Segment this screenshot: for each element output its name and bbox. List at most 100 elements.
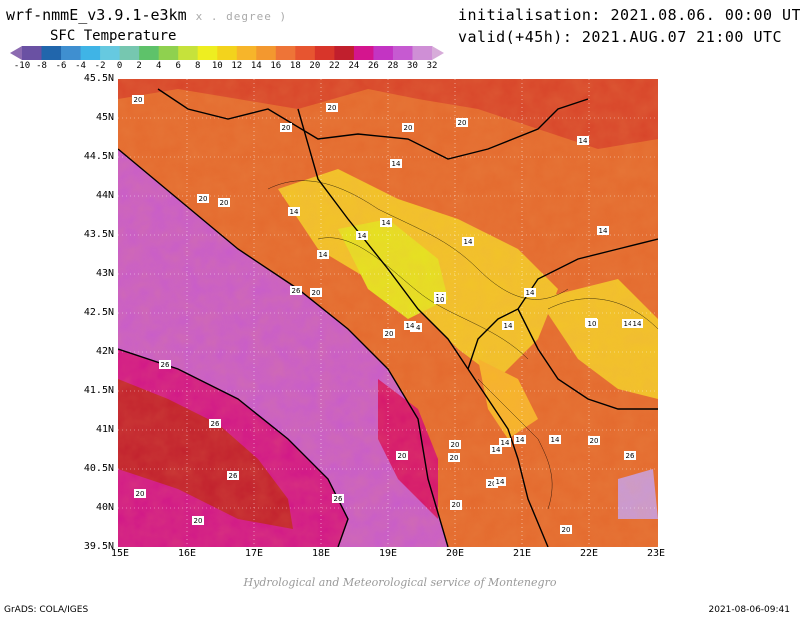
contour-label: 14 <box>492 446 501 454</box>
contour-label-bg <box>132 95 144 104</box>
contour-label: 14 <box>633 320 642 328</box>
colorbar-swatch <box>373 46 394 60</box>
lat-tick-label: 45N <box>95 112 114 123</box>
contour-label: 14 <box>496 478 505 486</box>
colorbar-tick: 22 <box>328 61 340 71</box>
contour-label: 14 <box>412 324 421 332</box>
grads-label: GrADS: COLA/IGES <box>4 605 89 615</box>
colorbar-swatch <box>10 46 22 60</box>
colorbar-swatch <box>197 46 218 60</box>
contour-label: 14 <box>551 436 560 444</box>
colorbar-swatch <box>139 46 160 60</box>
contour-label-bg <box>631 319 643 328</box>
contour-label: 26 <box>626 452 635 460</box>
contour-label: 26 <box>161 361 170 369</box>
lat-tick-label: 45.5N <box>83 73 114 84</box>
contour-label: 20 <box>312 289 321 297</box>
contour-label-bg <box>586 319 598 328</box>
lon-tick-label: 15E <box>110 548 130 559</box>
contour-label-bg <box>560 525 572 534</box>
contour-label-bg <box>597 226 609 235</box>
contour-label-bg <box>390 159 402 168</box>
colorbar-swatch <box>61 46 82 60</box>
contour-label-bg <box>456 118 468 127</box>
contour-label-bg <box>490 445 502 454</box>
contour-labels: 2020202020141420201414141414141414142026… <box>132 95 643 534</box>
colorbar-swatch <box>412 46 433 60</box>
credit: Hydrological and Meteorological service … <box>243 576 557 589</box>
colorbar <box>10 46 444 60</box>
colorbar-tick: -10 <box>13 61 31 71</box>
contour-label: 20 <box>385 330 394 338</box>
lat-tick-label: 43.5N <box>83 229 114 240</box>
contour-label: 20 <box>136 490 145 498</box>
contour-14c <box>547 298 658 330</box>
colorbar-tick: 26 <box>368 61 379 71</box>
contour-label-bg <box>326 103 338 112</box>
colorbar-tick: 12 <box>231 61 243 71</box>
init-time: initialisation: 2021.08.06. 00:00 UTC <box>458 6 800 24</box>
contour-label-bg <box>450 500 462 509</box>
colorbar-tick: 32 <box>426 61 438 71</box>
colorbar-tick: 28 <box>387 61 399 71</box>
colorbar-tick: 4 <box>155 61 162 71</box>
colorbar-swatch <box>432 46 444 60</box>
contour-label: 14 <box>504 322 513 330</box>
colorbar-swatch <box>41 46 62 60</box>
contour-label-bg <box>332 494 344 503</box>
colorbar-ticks: -10 -8 -6 -4 -2 0 2 4 6 8 10 12 14 16 18 20 22 24 26 28 30 32 <box>10 61 444 73</box>
colorbar-swatch <box>158 46 179 60</box>
colorbar-swatch <box>100 46 121 60</box>
contour-label-bg <box>288 207 300 216</box>
contour-14b <box>317 237 529 360</box>
unit-label: x . degree ) <box>195 10 288 23</box>
contour-label: 10 <box>436 296 445 304</box>
model-name: wrf-nmmE_v3.9.1-e3km <box>6 6 187 24</box>
colorbar-tick: -4 <box>75 61 86 71</box>
contour-label-bg <box>549 435 561 444</box>
coast-west <box>118 348 349 547</box>
colorbar-swatch <box>334 46 355 60</box>
contour-label: 20 <box>194 517 203 525</box>
contour-20 <box>477 378 553 510</box>
lat-tick-label: 44.5N <box>83 151 114 162</box>
colorbar-swatch <box>22 46 43 60</box>
lon-tick-label: 16E <box>177 548 197 559</box>
contour-label-bg <box>159 360 171 369</box>
contour-label-bg <box>380 218 392 227</box>
contour-label: 20 <box>404 124 413 132</box>
valid-time: valid(+45h): 2021.AUG.07 21:00 UTC <box>458 28 783 46</box>
colorbar-swatch <box>295 46 316 60</box>
contour-label: 10 <box>588 320 597 328</box>
contour-label-bg <box>404 321 416 330</box>
coast-east <box>118 148 449 547</box>
contour-label-bg <box>396 451 408 460</box>
model-title: wrf-nmmE_v3.9.1-e3km x . degree ) <box>6 6 287 24</box>
colorbar-swatch <box>353 46 374 60</box>
contour-label: 20 <box>562 526 571 534</box>
lat-tick-label: 42.5N <box>83 307 114 318</box>
lon-tick-label: 20E <box>445 548 465 559</box>
contour-label: 20 <box>328 104 337 112</box>
contour-label-bg <box>310 288 322 297</box>
contour-label: 20 <box>398 452 407 460</box>
contour-label: 20 <box>451 441 460 449</box>
contour-label: 14 <box>579 137 588 145</box>
colorbar-tick: 14 <box>250 61 262 71</box>
contour-label-bg <box>448 453 460 462</box>
colorbar-tick: 6 <box>175 61 181 71</box>
contour-label-bg <box>514 435 526 444</box>
colorbar-swatch <box>236 46 257 60</box>
colorbar-tick: 18 <box>289 61 301 71</box>
lat-tick-label: 43N <box>95 268 114 279</box>
contour-label-bg <box>197 194 209 203</box>
contour-label: 14 <box>392 160 401 168</box>
contour-label: 14 <box>290 208 299 216</box>
contour-label-bg <box>462 237 474 246</box>
texture <box>118 79 658 547</box>
colorbar-tick: -6 <box>55 61 67 71</box>
contour-label: 26 <box>211 420 220 428</box>
lon-tick-label: 22E <box>579 548 599 559</box>
lat-tick-label: 42N <box>95 346 114 357</box>
colorbar-swatch <box>256 46 277 60</box>
